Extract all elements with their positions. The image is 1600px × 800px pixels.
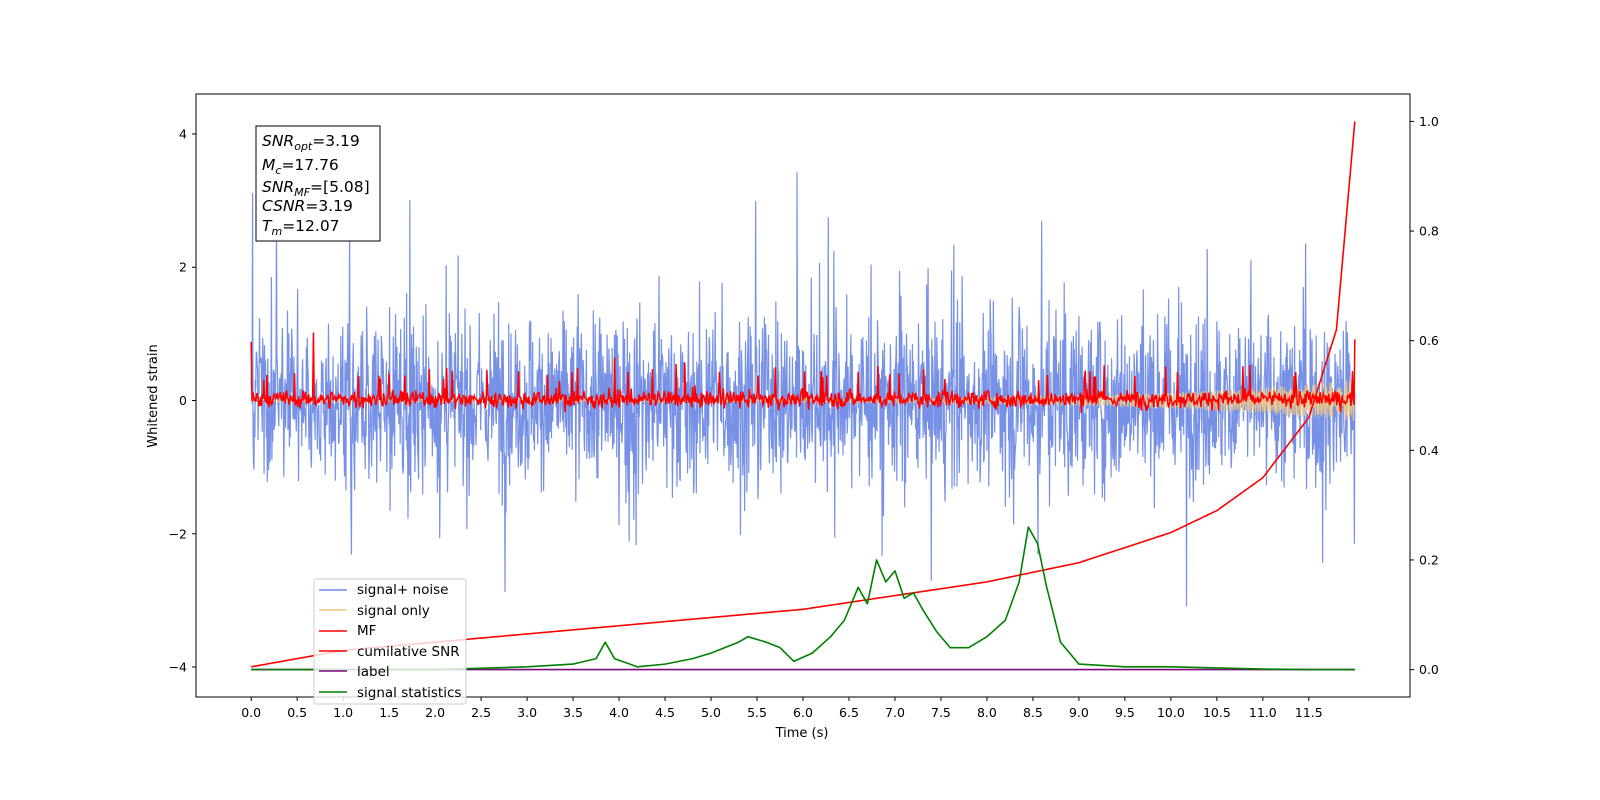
x-tick-label: 8.0 [977,705,997,720]
info-tm-value: =12.07 [282,217,339,235]
y2-tick-label: 0.0 [1419,662,1439,677]
stats-info-box: SNRopt=3.19 Mc=17.76 SNRMF=[5.08] CSNR=3… [255,125,381,242]
info-csnr-value: =3.19 [305,197,353,215]
info-snr-opt-value: =3.19 [312,132,360,150]
info-tm: Tm=12.07 [262,217,340,238]
x-tick-label: 4.0 [609,705,629,720]
x-tick-label: 9.0 [1069,705,1089,720]
info-box-frame [255,125,381,242]
x-tick-label: 11.5 [1295,705,1323,720]
x-tick-label: 4.5 [655,705,675,720]
x-tick-label: 1.0 [333,705,353,720]
x-tick-label: 6.0 [793,705,813,720]
x-tick-label: 9.5 [1115,705,1135,720]
info-snr-opt: SNRopt=3.19 [262,132,360,153]
x-tick-label: 8.5 [1023,705,1043,720]
y-tick-label: −4 [169,660,187,675]
legend-label-signal-only: signal only [357,603,430,619]
x-tick-label: 2.5 [471,705,491,720]
y2-tick-label: 0.6 [1419,333,1439,348]
y-tick-label: 0 [179,393,187,408]
legend-label-mf: MF [357,623,376,639]
x-tick-label: 3.0 [517,705,537,720]
info-snr-mf-value: =[5.08] [310,178,370,196]
legend-label-cumulative-snr: cumilative SNR [357,644,460,660]
legend-frame [313,578,467,705]
x-axis-label: Time (s) [775,726,829,741]
legend: signal+ noise signal only MF cumilative … [313,578,467,705]
info-snr-mf: SNRMF=[5.08] [262,178,370,199]
legend-label-label: label [357,664,390,680]
x-tick-label: 2.0 [425,705,445,720]
x-tick-label: 10.0 [1157,705,1185,720]
legend-label-signal-noise: signal+ noise [357,582,448,598]
x-tick-label: 10.5 [1203,705,1231,720]
series-cumulative-snr [251,121,1356,668]
y2-tick-label: 0.2 [1419,552,1439,567]
info-mc: Mc=17.76 [262,156,339,177]
x-tick-label: 1.5 [379,705,399,720]
x-tick-label: 3.5 [563,705,583,720]
y2-tick-label: 0.8 [1419,224,1439,239]
info-csnr: CSNR=3.19 [262,197,353,215]
series-signal-noise [250,172,1356,607]
series-signal-statistics [251,526,1355,671]
y-axis-right: 0.0 0.2 0.4 0.6 0.8 1.0 [1410,114,1439,677]
y-axis-label: Whitened strain [146,344,161,447]
x-tick-label: 6.5 [839,705,859,720]
y-tick-label: 4 [179,126,187,141]
legend-label-signal-statistics: signal statistics [357,685,461,701]
x-axis: 0.0 0.5 1.0 1.5 2.0 2.5 3.0 3.5 4.0 4.5 5.0 5.5 6.0 6… [241,697,1323,720]
y-tick-label: −2 [169,526,187,541]
x-tick-label: 5.0 [701,705,721,720]
y2-tick-label: 0.4 [1419,443,1439,458]
x-tick-label: 7.5 [931,705,951,720]
y2-tick-label: 1.0 [1419,114,1439,129]
info-mc-value: =17.76 [281,156,338,174]
x-tick-label: 0.5 [287,705,307,720]
x-tick-label: 11.0 [1249,705,1277,720]
x-tick-label: 5.5 [747,705,767,720]
y-axis-left: −4 −2 0 2 4 [169,126,196,675]
series-mf [250,332,1356,413]
x-tick-label: 7.0 [885,705,905,720]
x-tick-label: 0.0 [241,705,261,720]
y-tick-label: 2 [179,260,187,275]
